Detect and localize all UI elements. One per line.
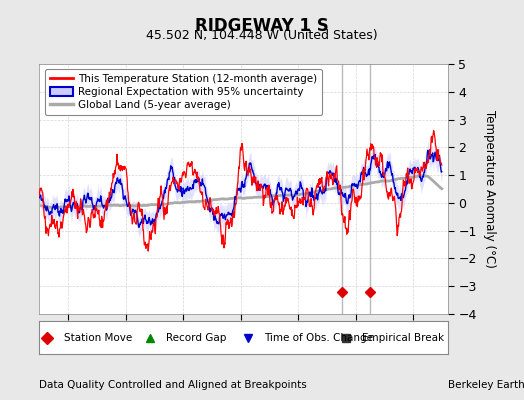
Legend: This Temperature Station (12-month average), Regional Expectation with 95% uncer: This Temperature Station (12-month avera…	[45, 69, 322, 115]
Text: Record Gap: Record Gap	[166, 333, 226, 342]
Y-axis label: Temperature Anomaly (°C): Temperature Anomaly (°C)	[483, 110, 496, 268]
Text: 45.502 N, 104.448 W (United States): 45.502 N, 104.448 W (United States)	[146, 29, 378, 42]
Text: Empirical Break: Empirical Break	[362, 333, 444, 342]
Text: Time of Obs. Change: Time of Obs. Change	[264, 333, 373, 342]
Text: RIDGEWAY 1 S: RIDGEWAY 1 S	[195, 17, 329, 35]
Text: Berkeley Earth: Berkeley Earth	[448, 380, 524, 390]
Text: Station Move: Station Move	[64, 333, 132, 342]
Text: Data Quality Controlled and Aligned at Breakpoints: Data Quality Controlled and Aligned at B…	[39, 380, 307, 390]
